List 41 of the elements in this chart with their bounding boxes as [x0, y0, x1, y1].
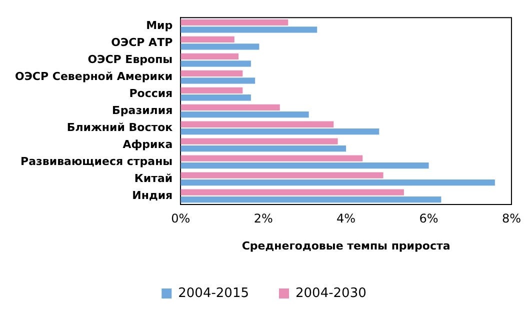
y-tick-label: ОЭСР Европы: [88, 52, 173, 66]
bar: [180, 121, 334, 128]
bar: [180, 172, 384, 178]
y-tick-label: Мир: [146, 18, 173, 32]
bar: [180, 104, 280, 110]
bar: [180, 44, 260, 50]
bar: [180, 189, 404, 196]
bar: [180, 70, 243, 76]
bar: [180, 155, 363, 162]
y-tick-label: Китай: [134, 172, 173, 185]
legend-label: 2004-2015: [178, 286, 249, 301]
x-tick-label: 2%: [254, 212, 273, 226]
bar: [180, 78, 256, 84]
bar: [180, 179, 495, 186]
bar: [180, 196, 442, 203]
bar: [180, 60, 251, 67]
y-tick-label: Россия: [129, 86, 173, 100]
bar: [180, 19, 288, 26]
y-tick-label: Ближний Восток: [66, 120, 174, 134]
x-tick-label: 0%: [171, 212, 190, 226]
bar: [180, 87, 243, 94]
y-tick-label: Развивающиеся страны: [20, 154, 173, 168]
bar: [180, 53, 239, 60]
bar: [180, 146, 346, 152]
y-tick-label: ОЭСР Северной Америки: [14, 70, 173, 83]
x-tick-label: 8%: [502, 212, 522, 226]
y-tick-label: Бразилия: [112, 104, 173, 117]
y-tick-label: Индия: [132, 188, 173, 202]
y-tick-label: ОЭСР АТР: [111, 36, 173, 49]
x-tick-label: 4%: [336, 212, 356, 226]
legend-label: 2004-2030: [296, 286, 366, 301]
x-tick-label: 6%: [419, 212, 438, 226]
bar: [180, 162, 429, 169]
y-tick-label: Африка: [122, 138, 173, 151]
bar: [180, 36, 234, 43]
x-axis-title: Среднегодовые темпы прироста: [242, 239, 450, 252]
bar: [180, 112, 309, 118]
bar: [180, 94, 251, 101]
bar: [180, 138, 338, 144]
bar: [180, 128, 380, 135]
bar: [180, 26, 318, 33]
